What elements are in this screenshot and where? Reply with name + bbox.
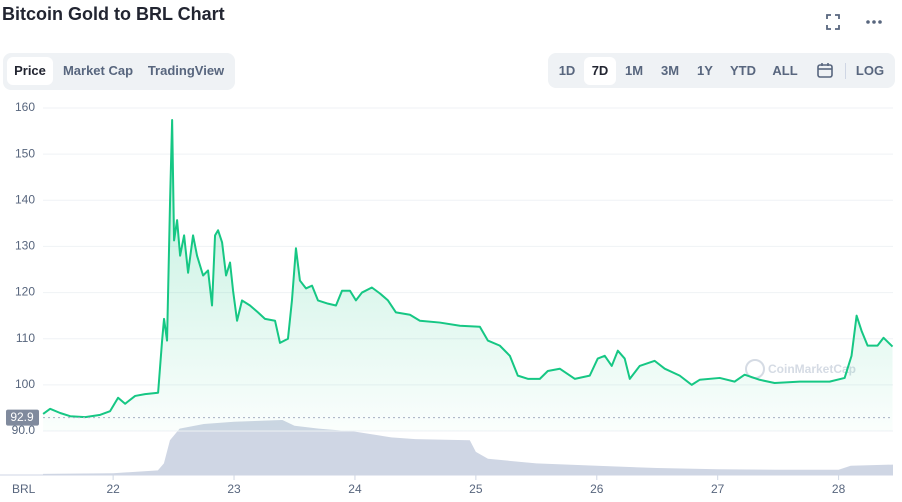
range-button[interactable]: 1M	[624, 63, 644, 78]
last-price-box	[6, 409, 39, 426]
calendar-icon[interactable]	[816, 61, 836, 81]
x-tick-label: 23	[227, 482, 241, 496]
price-line	[42, 118, 894, 419]
fullscreen-icon[interactable]	[826, 14, 840, 30]
y-tick-label: 160	[15, 100, 35, 114]
log-button[interactable]: LOG	[855, 63, 885, 78]
y-tick-label: 120	[15, 285, 35, 299]
x-axis-label: BRL	[12, 482, 36, 496]
tab-group: Price Market Cap TradingView	[3, 53, 235, 90]
price-area	[43, 119, 893, 432]
y-tick-label: 130	[15, 239, 35, 253]
y-tick-label: 90.0	[12, 423, 36, 437]
x-tick-label: 22	[106, 482, 120, 496]
range-button[interactable]: YTD	[730, 63, 756, 78]
toolbar-icons	[826, 14, 882, 30]
x-tick-label: 25	[469, 482, 483, 496]
range-button[interactable]: 1D	[558, 63, 576, 78]
watermark: CoinMarketCap	[768, 362, 856, 376]
range-button[interactable]: ALL	[772, 63, 798, 78]
y-tick-label: 100	[15, 377, 35, 391]
y-tick-label: 110	[16, 331, 35, 345]
chart-title: Bitcoin Gold to BRL Chart	[2, 4, 225, 24]
y-tick-label: 150	[15, 146, 35, 160]
range-button[interactable]: 7D	[584, 57, 616, 85]
volume-area	[43, 420, 893, 475]
last-price-label: 92.9	[10, 410, 34, 424]
range-button[interactable]: 1Y	[697, 63, 713, 78]
x-tick-label: 27	[711, 482, 725, 496]
tab[interactable]: Price	[7, 57, 53, 85]
watermark-logo	[745, 359, 765, 379]
tab[interactable]: Market Cap	[62, 63, 134, 78]
x-tick-label: 28	[832, 482, 846, 496]
range-group: 1D 7D 1M 3M 1Y YTD ALL LOG	[548, 53, 895, 88]
y-tick-label: 140	[15, 192, 35, 206]
range-button[interactable]: 3M	[660, 63, 680, 78]
x-tick-label: 24	[348, 482, 362, 496]
x-tick-label: 26	[590, 482, 604, 496]
separator	[845, 63, 846, 79]
tab[interactable]: TradingView	[147, 63, 225, 78]
more-icon[interactable]	[866, 20, 882, 24]
